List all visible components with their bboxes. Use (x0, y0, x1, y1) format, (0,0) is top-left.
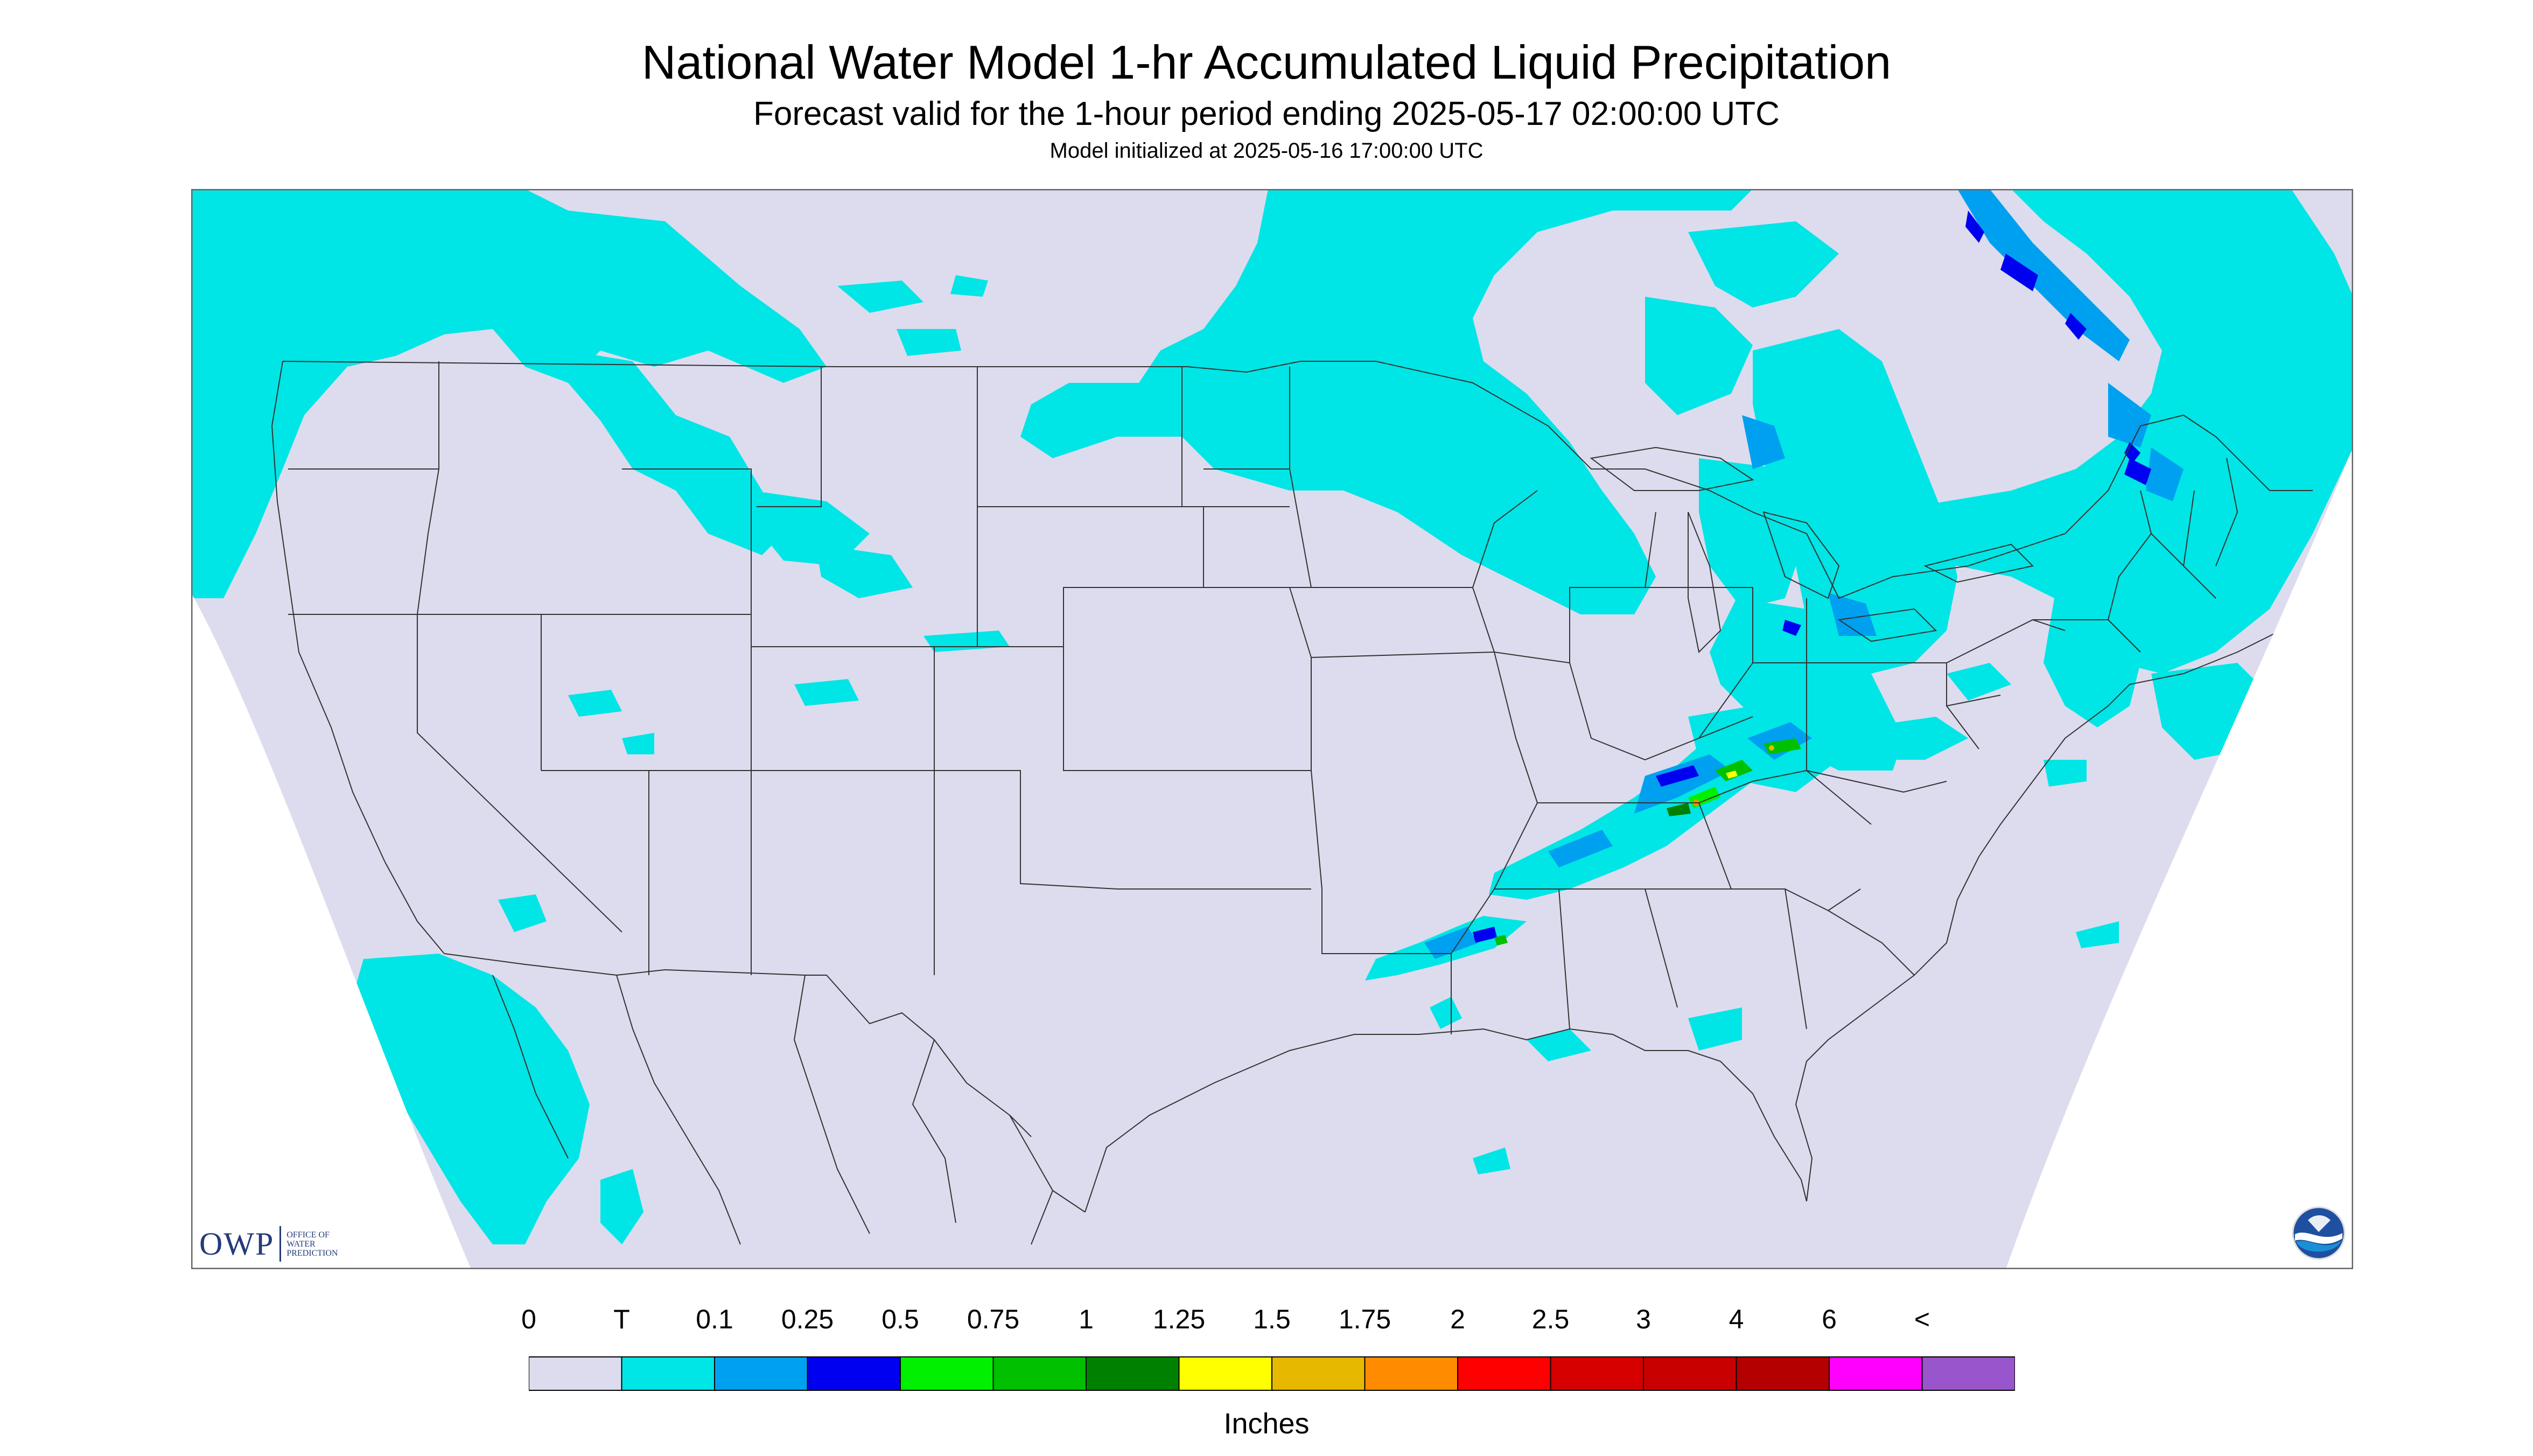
legend-label: 2 (1450, 1304, 1465, 1334)
model-init-line: Model initialized at 2025-05-16 17:00:00… (1049, 139, 1484, 163)
legend-label: 2.5 (1531, 1304, 1570, 1334)
legend-units: Inches (1223, 1408, 1310, 1440)
legend-label: 4 (1729, 1304, 1744, 1334)
legend-swatch (992, 1356, 1087, 1391)
owp-logo: OWP OFFICE OF WATER PREDICTION (199, 1222, 338, 1265)
legend-swatch (529, 1356, 622, 1391)
precipitation-map (191, 189, 2353, 1269)
legend-label: 1.25 (1152, 1304, 1206, 1334)
owp-logo-divider (279, 1226, 282, 1262)
legend-label: < (1914, 1304, 1930, 1334)
legend-swatch (1643, 1356, 1737, 1391)
legend-swatch (1550, 1356, 1644, 1391)
map-title: National Water Model 1-hr Accumulated Li… (641, 36, 1892, 89)
legend-label: 1 (1079, 1304, 1094, 1334)
legend-swatch (807, 1356, 901, 1391)
legend-swatch (1829, 1356, 1923, 1391)
map-borders (271, 361, 2353, 1245)
legend-label: 1.5 (1253, 1304, 1291, 1334)
legend-swatch (1271, 1356, 1366, 1391)
legend-swatch (900, 1356, 994, 1391)
map-frame (191, 189, 2353, 1269)
legend-label: 0.75 (967, 1304, 1020, 1334)
owp-logo-text: OWP (199, 1226, 275, 1262)
owp-logo-subtext: OFFICE OF WATER PREDICTION (286, 1230, 338, 1258)
legend-label: T (613, 1304, 630, 1334)
great-lakes (1590, 446, 2034, 654)
noaa-logo-icon (2292, 1206, 2346, 1260)
legend-label: 3 (1636, 1304, 1651, 1334)
legend-swatch (714, 1356, 808, 1391)
precip-light-areas (1424, 189, 2184, 959)
legend-swatch (1178, 1356, 1272, 1391)
legend-swatch (621, 1356, 715, 1391)
legend-label: 6 (1822, 1304, 1837, 1334)
legend-swatch (1364, 1356, 1458, 1391)
legend-label: 0.25 (781, 1304, 834, 1334)
precip-moderate-areas (1473, 211, 2151, 943)
map-subtitle: Forecast valid for the 1-hour period end… (753, 95, 1780, 132)
legend-label: 0.1 (696, 1304, 733, 1334)
legend-swatch (1736, 1356, 1830, 1391)
legend-label: 0.5 (881, 1304, 919, 1334)
legend-label: 0 (521, 1304, 536, 1334)
legend-swatch (1086, 1356, 1180, 1391)
legend-swatch (1457, 1356, 1551, 1391)
legend-swatch (1921, 1356, 2015, 1391)
legend-label: 1.75 (1338, 1304, 1391, 1334)
precip-legend (529, 1356, 2015, 1391)
